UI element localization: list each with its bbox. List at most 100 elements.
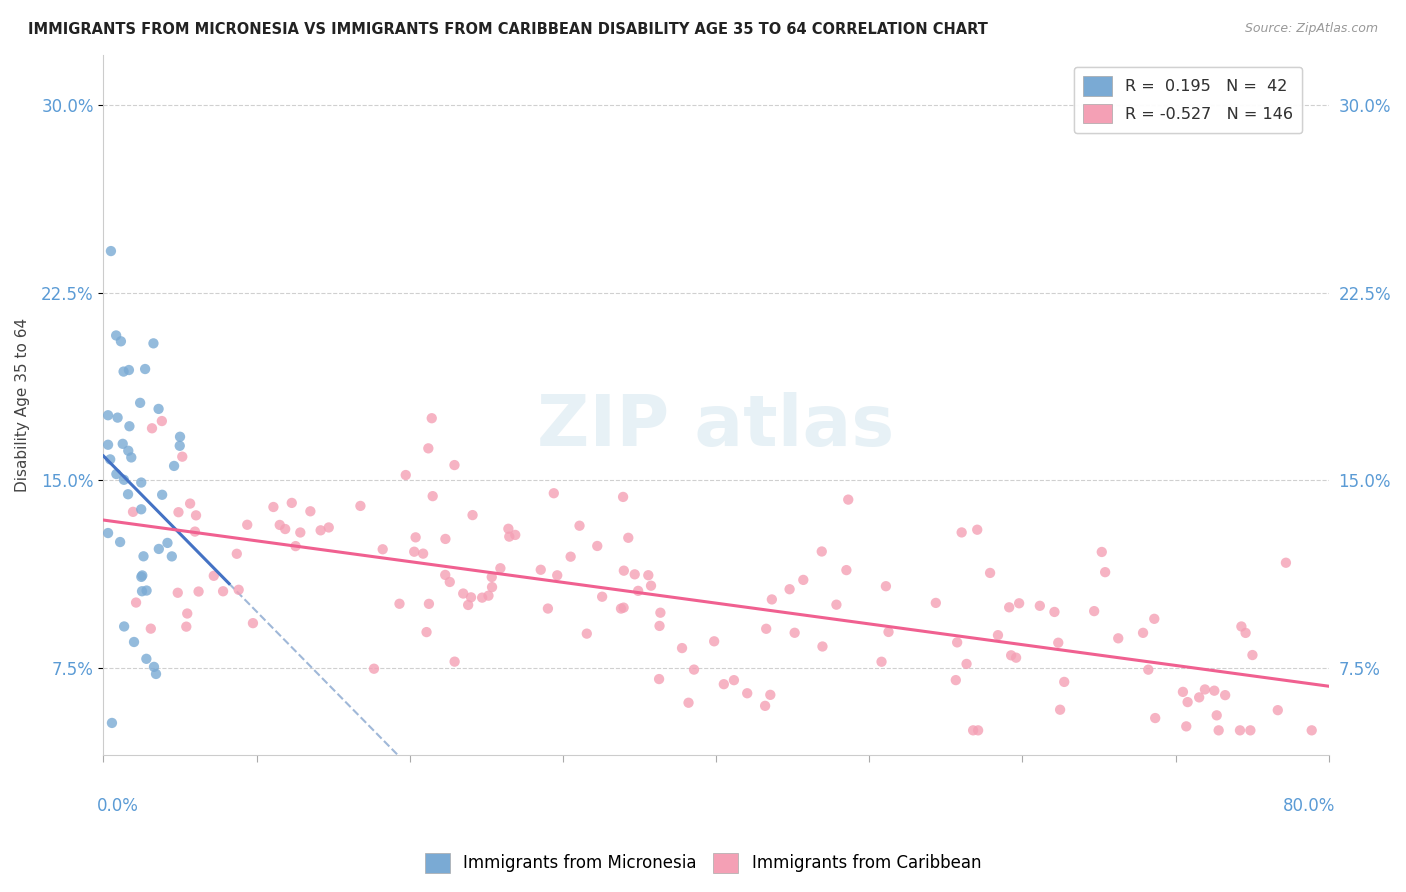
Point (703, 634, 725, 648)
Point (112, 619, 135, 633)
Point (1239, 723, 1261, 738)
Point (118, 419, 141, 434)
Point (169, 430, 191, 444)
Point (117, 487, 139, 501)
Point (498, 522, 520, 536)
Point (471, 591, 494, 605)
Point (129, 475, 152, 490)
Point (418, 442, 440, 456)
Point (1132, 625, 1154, 640)
Point (461, 508, 484, 522)
Point (167, 505, 190, 519)
Point (792, 573, 814, 587)
Point (274, 522, 297, 536)
Point (134, 362, 156, 376)
Point (148, 401, 170, 416)
Point (160, 549, 183, 564)
Point (451, 586, 474, 600)
Point (546, 568, 568, 582)
Point (309, 524, 332, 538)
Point (184, 524, 207, 539)
Point (148, 541, 170, 556)
Legend: Immigrants from Micronesia, Immigrants from Caribbean: Immigrants from Micronesia, Immigrants f… (418, 847, 988, 880)
Point (107, 410, 129, 425)
Point (489, 561, 512, 575)
Point (457, 598, 479, 612)
Point (97, 526, 120, 541)
Point (671, 641, 693, 656)
Point (371, 542, 394, 557)
Point (166, 586, 188, 600)
Point (979, 566, 1001, 580)
Point (118, 363, 141, 377)
Point (418, 597, 440, 611)
Point (318, 520, 340, 534)
Point (962, 723, 984, 738)
Point (1000, 648, 1022, 663)
Point (228, 582, 250, 597)
Point (1083, 604, 1105, 618)
Point (678, 696, 700, 710)
Point (946, 635, 969, 649)
Point (610, 601, 633, 615)
Point (111, 437, 134, 451)
Point (135, 583, 157, 598)
Point (1144, 711, 1167, 725)
Point (145, 667, 167, 681)
Point (129, 502, 152, 516)
Point (460, 591, 482, 605)
Point (955, 657, 977, 671)
Text: ZIP atlas: ZIP atlas (537, 392, 894, 461)
Point (1241, 648, 1264, 662)
Point (443, 458, 465, 472)
Point (112, 365, 135, 379)
Point (97, 409, 120, 423)
Point (202, 569, 225, 583)
Point (825, 598, 848, 612)
Point (135, 652, 157, 666)
Point (176, 607, 198, 621)
Point (967, 723, 990, 738)
Point (543, 486, 565, 500)
Text: 80.0%: 80.0% (1282, 797, 1334, 815)
Point (477, 589, 499, 603)
Point (139, 622, 162, 636)
Point (1091, 545, 1114, 559)
Point (1047, 636, 1070, 650)
Text: Source: ZipAtlas.com: Source: ZipAtlas.com (1244, 22, 1378, 36)
Point (349, 499, 371, 513)
Point (434, 532, 457, 546)
Point (1229, 723, 1251, 738)
Point (169, 439, 191, 453)
Point (591, 590, 613, 604)
Point (1107, 632, 1129, 646)
Point (530, 563, 553, 577)
Point (156, 536, 179, 550)
Point (612, 490, 634, 504)
Point (735, 686, 758, 700)
Point (870, 655, 893, 669)
Point (110, 334, 132, 349)
Point (439, 574, 461, 589)
Point (759, 688, 782, 702)
Point (1049, 703, 1071, 717)
Point (1094, 565, 1116, 579)
Point (1275, 556, 1298, 570)
Point (187, 584, 209, 599)
Point (723, 673, 745, 688)
Point (405, 530, 427, 544)
Point (945, 673, 967, 687)
Point (755, 622, 778, 636)
Point (498, 530, 520, 544)
Point (163, 458, 186, 473)
Point (503, 528, 526, 542)
Point (1137, 663, 1160, 677)
Y-axis label: Disability Age 35 to 64: Disability Age 35 to 64 (15, 318, 30, 492)
Point (648, 619, 671, 633)
Point (363, 662, 385, 676)
Point (998, 600, 1021, 615)
Point (132, 549, 155, 564)
Point (1175, 719, 1198, 733)
Point (1177, 695, 1199, 709)
Point (1029, 599, 1052, 613)
